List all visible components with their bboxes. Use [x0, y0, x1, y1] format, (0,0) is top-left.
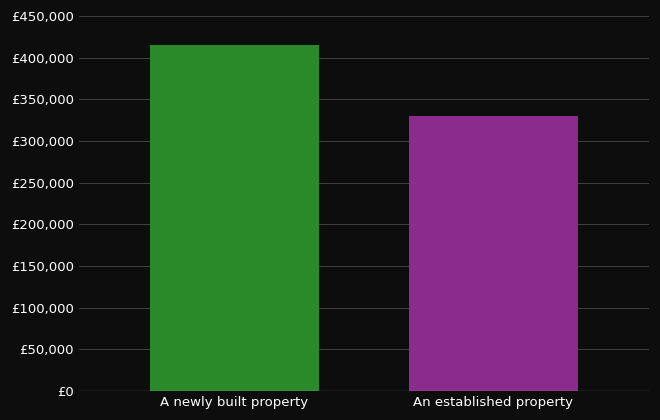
Bar [409, 116, 578, 391]
Bar [150, 45, 319, 391]
